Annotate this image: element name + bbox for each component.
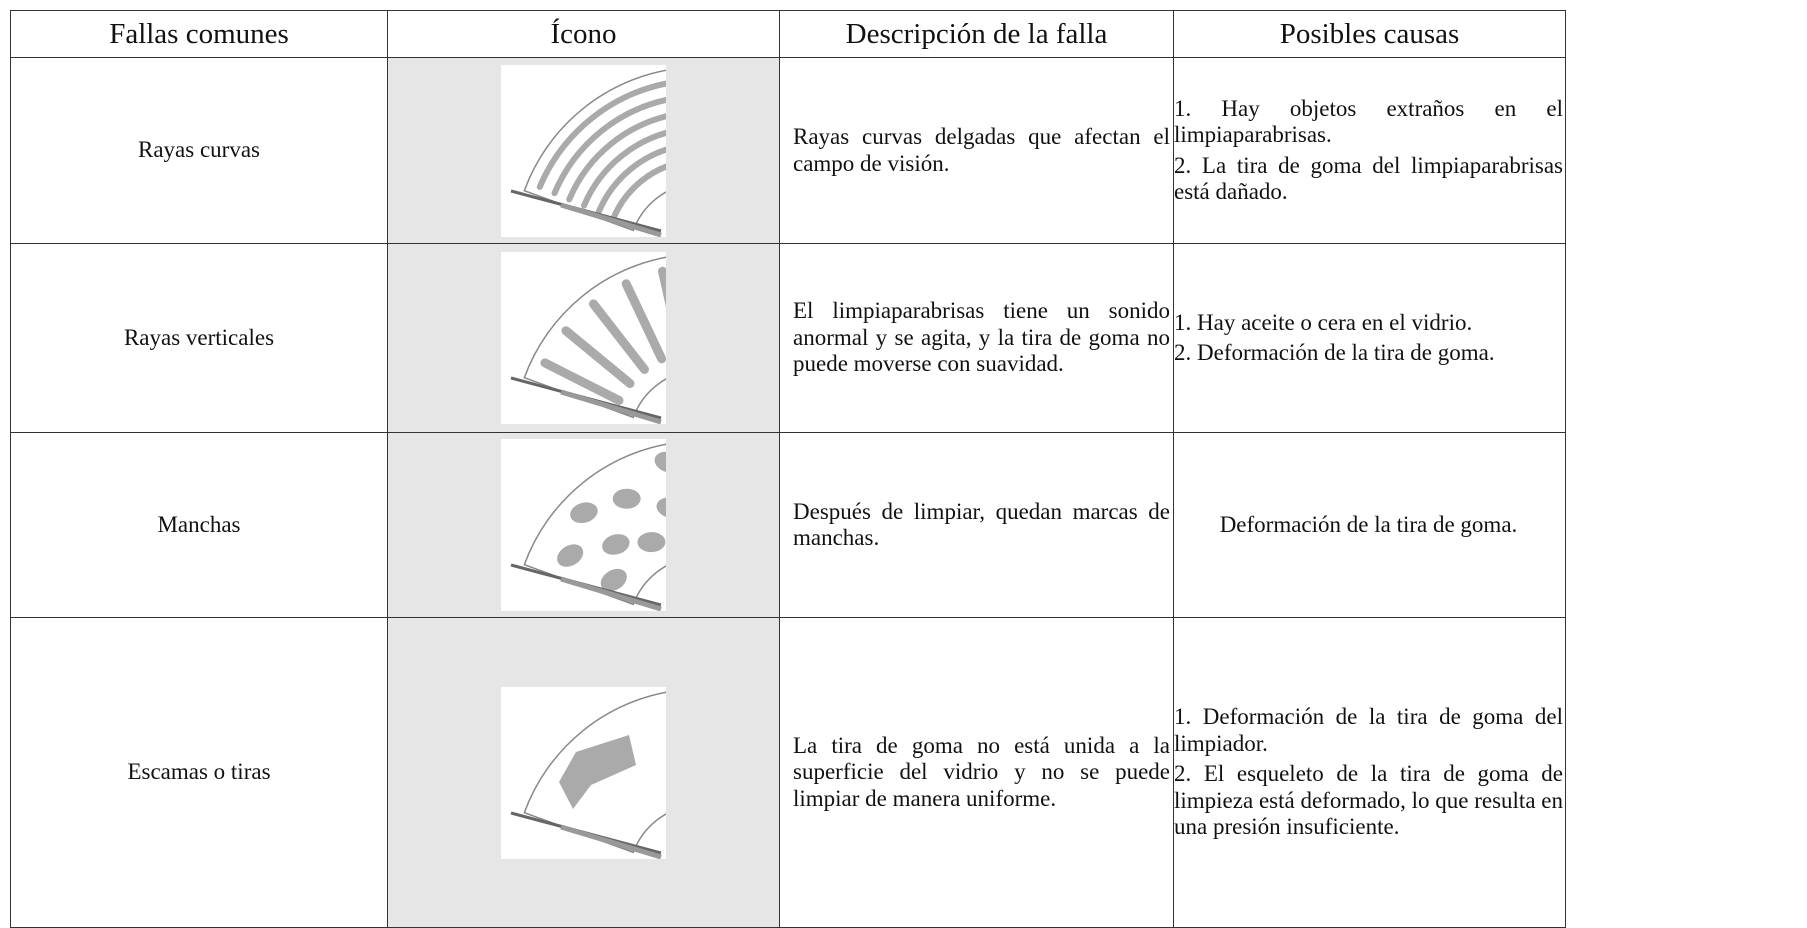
cause-item: 1. Hay objetos extraños en el limpiapara… (1174, 95, 1563, 148)
fault-name: Rayas curvas (10, 57, 388, 244)
icon-cell (387, 617, 780, 928)
streak (566, 110, 679, 202)
wiper-arm (560, 202, 662, 237)
fault-name: Manchas (10, 432, 388, 618)
cause-item: 2. Deformación de la tira de goma. (1174, 340, 1495, 365)
cause-item: 2. La tira de goma del limpiaparabrisas … (1174, 152, 1563, 204)
wiper-icon (510, 689, 692, 859)
cause-item: 1. Deformación de la tira de goma del li… (1174, 704, 1563, 756)
spot (602, 534, 630, 555)
patch (559, 734, 636, 809)
streak (536, 79, 673, 190)
wiper-arm (560, 576, 662, 612)
header-cell: Posibles causas (1173, 10, 1566, 58)
cause-cell: 1. Hay aceite o cera en el vidrio. 2. Def… (1173, 243, 1566, 433)
wiper-sector (523, 441, 692, 606)
fault-name: Rayas verticales (10, 243, 388, 433)
spot (612, 488, 641, 509)
wiper-arm (560, 824, 662, 859)
header-cell: Descripción de la falla (779, 10, 1174, 58)
spot (600, 568, 627, 592)
spot (637, 532, 666, 553)
wiper-icon (510, 441, 692, 612)
fault-description: La tira de goma no está unida a la super… (779, 617, 1174, 928)
streak (561, 326, 635, 389)
spot (570, 502, 598, 524)
streak (551, 95, 676, 196)
header-cell: Ícono (387, 10, 780, 58)
icon-cell (387, 432, 780, 618)
icon-box (501, 686, 692, 859)
fault-description: Rayas curvas delgadas que afectan el cam… (779, 57, 1174, 244)
fault-table: Fallas comunes Ícono Descripción de la f… (10, 10, 1566, 928)
wiper-sector (523, 67, 692, 231)
header-cell: Fallas comunes (10, 10, 388, 58)
header-row: Fallas comunes Ícono Descripción de la f… (10, 10, 1566, 58)
wiper-icon (510, 254, 692, 425)
fault-description: El limpiaparabrisas tiene un sonido anor… (779, 243, 1174, 433)
icon-box (501, 439, 692, 612)
icon-box (501, 252, 692, 425)
cause-item: Deformación de la tira de goma. (1219, 511, 1518, 537)
table-row: Rayas verticales El limpiaparabrisas tien… (10, 243, 1566, 433)
icon-cell (387, 243, 780, 433)
table-body: Rayas curvas Rayas curvas delgadas que af… (10, 57, 1566, 928)
cause-cell: 1. Hay objetos extraños en el limpiapara… (1173, 57, 1566, 244)
cause-item: 2. El esqueleto de la tira de goma de li… (1174, 761, 1563, 840)
cause-item: 1. Hay aceite o cera en el vidrio. (1174, 309, 1473, 335)
wiper-arm (560, 389, 662, 425)
streak (588, 299, 649, 374)
icon-cell (387, 57, 780, 244)
wiper-icon (510, 67, 692, 237)
streak (621, 279, 667, 364)
table-row: Manchas Después de limpiar, quedan marcas… (10, 432, 1566, 618)
cause-cell: Deformación de la tira de goma. (1173, 432, 1566, 618)
table-row: Escamas o tiras La tira de goma no está u… (10, 617, 1566, 928)
fault-name: Escamas o tiras (10, 617, 388, 928)
icon-box (501, 64, 692, 237)
table-row: Rayas curvas Rayas curvas delgadas que af… (10, 57, 1566, 244)
fault-description: Después de limpiar, quedan marcas de man… (779, 432, 1174, 618)
cause-cell: 1. Deformación de la tira de goma del li… (1173, 617, 1566, 928)
spot (557, 544, 584, 567)
streak (580, 126, 682, 209)
streak (540, 358, 624, 405)
